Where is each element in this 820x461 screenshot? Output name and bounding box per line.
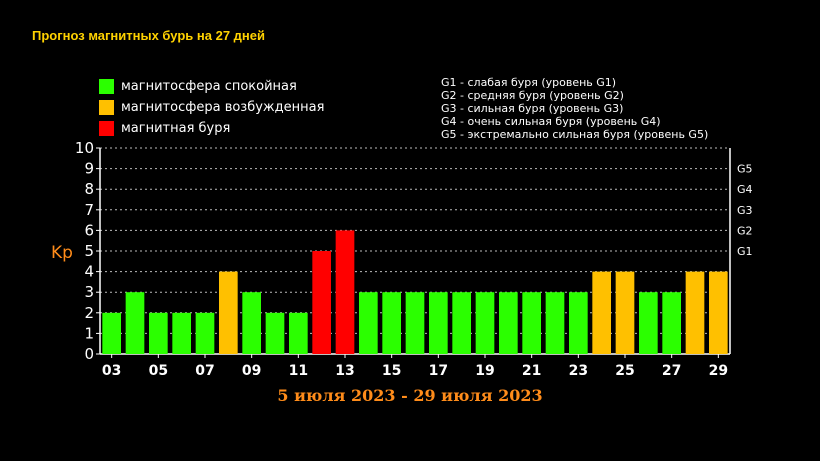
bar-day-6 xyxy=(172,312,191,354)
g-tick-label-g2: G2 xyxy=(737,224,753,237)
bar-day-18 xyxy=(452,292,471,354)
g-legend-g1: G1 - слабая буря (уровень G1) xyxy=(441,76,617,89)
g-legend-g2: G2 - средняя буря (уровень G2) xyxy=(441,89,624,102)
x-tick-label-15: 15 xyxy=(382,363,401,379)
bar-day-25 xyxy=(615,271,635,354)
y-tick-label-10: 10 xyxy=(75,139,94,157)
x-tick-label-17: 17 xyxy=(429,363,448,379)
bar-day-23 xyxy=(569,292,588,354)
bar-day-5 xyxy=(149,312,168,354)
x-tick-label-09: 09 xyxy=(242,363,261,379)
bar-day-24 xyxy=(592,271,611,354)
g-tick-label-g3: G3 xyxy=(737,204,753,217)
bar-day-3 xyxy=(102,312,121,354)
x-tick-label-05: 05 xyxy=(149,363,168,379)
y-tick-label-4: 4 xyxy=(84,263,94,281)
x-tick-label-27: 27 xyxy=(662,363,681,379)
y-tick-label-0: 0 xyxy=(84,345,94,363)
bar-day-27 xyxy=(662,292,681,354)
bar-day-13 xyxy=(335,230,355,354)
chart-title: Прогноз магнитных бурь на 27 дней xyxy=(32,28,265,43)
legend: магнитосфера спокойная магнитосфера возб… xyxy=(99,76,324,139)
legend-label-storm: магнитная буря xyxy=(121,121,231,136)
bar-day-28 xyxy=(685,271,705,354)
date-range-label: 5 июля 2023 - 29 июля 2023 xyxy=(277,386,543,405)
x-tick-label-21: 21 xyxy=(522,363,541,379)
g-tick-label-g5: G5 xyxy=(737,163,753,176)
g-legend-g4: G4 - очень сильная буря (уровень G4) xyxy=(441,115,661,128)
legend-swatch-excited xyxy=(99,100,114,115)
g-tick-label-g1: G1 xyxy=(737,245,753,258)
legend-item-excited: магнитосфера возбужденная xyxy=(99,97,324,118)
bar-day-22 xyxy=(545,292,565,354)
bar-day-7 xyxy=(195,312,215,354)
bar-day-21 xyxy=(522,292,541,354)
y-tick-label-8: 8 xyxy=(84,180,94,198)
bar-day-8 xyxy=(219,271,238,354)
bar-day-9 xyxy=(242,292,261,354)
y-tick-label-5: 5 xyxy=(84,242,94,260)
y-tick-label-2: 2 xyxy=(84,304,94,322)
bar-day-10 xyxy=(265,312,285,354)
bar-day-16 xyxy=(405,292,425,354)
y-tick-label-9: 9 xyxy=(84,160,94,178)
legend-swatch-quiet xyxy=(99,79,114,94)
y-tick-label-7: 7 xyxy=(84,201,94,219)
legend-swatch-storm xyxy=(99,121,114,136)
bar-day-20 xyxy=(499,292,518,354)
legend-item-storm: магнитная буря xyxy=(99,118,324,139)
bar-day-4 xyxy=(125,292,145,354)
x-tick-label-03: 03 xyxy=(102,363,121,379)
g-tick-label-g4: G4 xyxy=(737,183,753,196)
bar-day-12 xyxy=(312,251,331,354)
x-tick-label-11: 11 xyxy=(289,363,308,379)
x-tick-label-29: 29 xyxy=(709,363,728,379)
y-axis-label: Kp xyxy=(51,243,73,263)
g-scale-legend: G1 - слабая буря (уровень G1) G2 - средн… xyxy=(441,76,708,141)
y-tick-label-6: 6 xyxy=(84,221,94,239)
legend-label-quiet: магнитосфера спокойная xyxy=(121,79,297,94)
bar-day-29 xyxy=(709,271,728,354)
bar-day-14 xyxy=(359,292,378,354)
bar-day-26 xyxy=(639,292,658,354)
legend-label-excited: магнитосфера возбужденная xyxy=(121,100,325,115)
g-legend-g5: G5 - экстремально сильная буря (уровень … xyxy=(441,128,709,141)
legend-item-quiet: магнитосфера спокойная xyxy=(99,76,324,97)
bar-day-15 xyxy=(382,292,401,354)
x-tick-label-07: 07 xyxy=(195,363,214,379)
g-legend-g3: G3 - сильная буря (уровень G3) xyxy=(441,102,624,115)
bar-day-19 xyxy=(475,292,495,354)
x-tick-label-23: 23 xyxy=(569,363,588,379)
x-tick-label-13: 13 xyxy=(335,363,354,379)
x-tick-label-19: 19 xyxy=(475,363,494,379)
x-tick-label-25: 25 xyxy=(615,363,634,379)
y-tick-label-1: 1 xyxy=(84,324,94,342)
bar-day-11 xyxy=(289,312,308,354)
bar-day-17 xyxy=(429,292,448,354)
y-tick-label-3: 3 xyxy=(84,283,94,301)
